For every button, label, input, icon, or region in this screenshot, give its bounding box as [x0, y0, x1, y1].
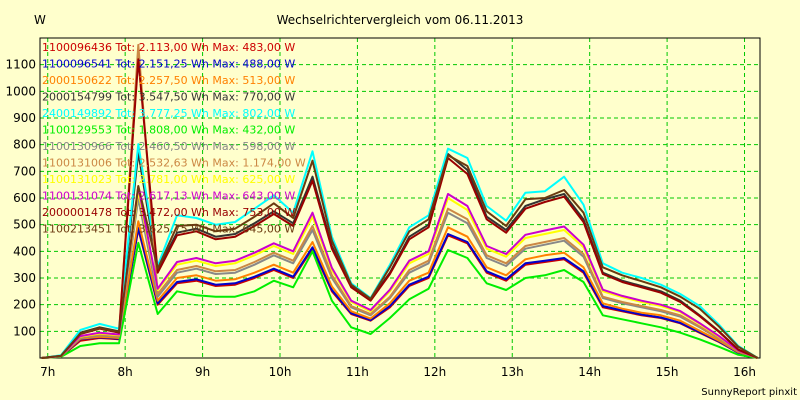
series-lines: [41, 43, 759, 359]
y-tick-label: 1100: [5, 58, 36, 72]
footer-credit: SunnyReport pinxit: [701, 387, 797, 398]
legend-entry-1100131006: 1100131006 Tot: 2.532,63 Wh Max: 1.174,0…: [42, 157, 306, 170]
series-line-1100130966: [41, 197, 759, 359]
x-tick-label: 8h: [118, 365, 133, 379]
legend: 1100096436 Tot: 2.113,00 Wh Max: 483,00 …: [42, 41, 306, 236]
grid-lines: [40, 38, 760, 358]
legend-entry-1100129553: 1100129553 Tot: 1.808,00 Wh Max: 432,00 …: [42, 124, 295, 137]
legend-entry-2000154799: 2000154799 Tot: 3.547,50 Wh Max: 770,00 …: [42, 91, 295, 104]
y-tick-label: 700: [13, 164, 36, 178]
y-tick-label: 300: [13, 271, 36, 285]
series-line-1100213451: [41, 154, 759, 359]
legend-entry-1100213451: 1100213451 Tot: 3.625,75 Wh Max: 645,00 …: [42, 223, 295, 236]
x-tick-label: 10h: [269, 365, 292, 379]
legend-entry-2400149892: 2400149892 Tot: 3.777,25 Wh Max: 802,00 …: [42, 107, 295, 120]
x-tick-label: 11h: [346, 365, 369, 379]
y-tick-label: 1000: [5, 84, 36, 98]
legend-entry-1100096436: 1100096436 Tot: 2.113,00 Wh Max: 483,00 …: [42, 41, 295, 54]
plot-area-frame: [39, 37, 761, 359]
legend-entry-1100131023: 1100131023 Tot: 2.781,00 Wh Max: 625,00 …: [42, 173, 295, 186]
x-axis: 7h 8h 9h 10h 11h 12h 13h 14h 15h 16h: [40, 365, 756, 379]
x-tick-label: 7h: [40, 365, 55, 379]
legend-entry-1100130966: 1100130966 Tot: 2.460,50 Wh Max: 598,00 …: [42, 140, 295, 153]
x-tick-label: 13h: [501, 365, 524, 379]
legend-entry-2000001478: 2000001478 Tot: 3.472,00 Wh Max: 753,00 …: [42, 206, 295, 219]
x-tick-label: 12h: [423, 365, 446, 379]
series-line-1100131074: [41, 185, 759, 359]
series-line-2000150622: [41, 220, 758, 359]
series-line-1100129553: [41, 241, 758, 359]
y-tick-label: 900: [13, 111, 36, 125]
series-line-2000001478: [41, 58, 759, 359]
chart-title: Wechselrichtervergleich vom 06.11.2013: [277, 13, 524, 27]
y-tick-label: 200: [13, 298, 36, 312]
x-tick-label: 16h: [733, 365, 756, 379]
y-tick-label: 100: [13, 324, 36, 338]
legend-entry-1100131074: 1100131074 Tot: 2.617,13 Wh Max: 643,00 …: [42, 190, 295, 203]
legend-entry-1100096541: 1100096541 Tot: 2.151,25 Wh Max: 488,00 …: [42, 58, 295, 71]
y-axis-unit-label: W: [34, 13, 46, 27]
y-axis: 100 200 300 400 500 600 700 800 900 1000 1100: [5, 58, 36, 339]
series-line-1100096541: [41, 226, 758, 359]
series-line-2400149892: [41, 143, 759, 359]
y-tick-label: 800: [13, 138, 36, 152]
x-tick-label: 15h: [656, 365, 679, 379]
y-tick-label: 600: [13, 191, 36, 205]
x-tick-label: 9h: [195, 365, 210, 379]
x-tick-label: 14h: [578, 365, 601, 379]
legend-entry-2000150622: 2000150622 Tot: 2.257,50 Wh Max: 513,00 …: [42, 74, 295, 87]
series-line-1100131006: [41, 43, 759, 359]
y-tick-label: 400: [13, 244, 36, 258]
y-tick-label: 500: [13, 218, 36, 232]
